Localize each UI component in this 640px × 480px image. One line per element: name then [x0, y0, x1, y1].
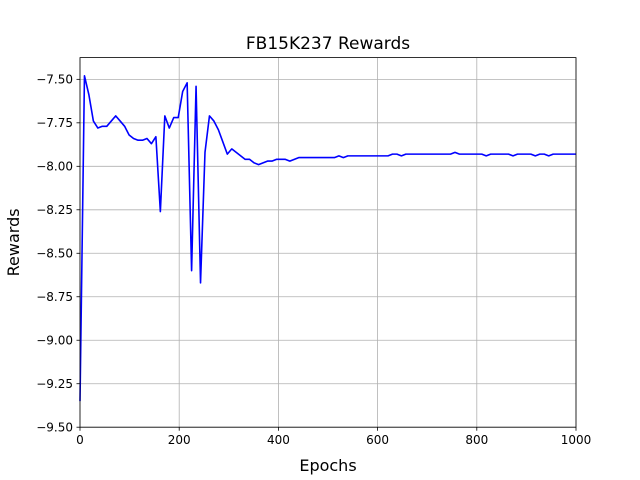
y-tick-label: −7.75 [36, 116, 73, 130]
x-tick-label: 0 [76, 433, 84, 447]
x-tick-label: 200 [168, 433, 191, 447]
grid-lines [79, 57, 577, 428]
y-tick-label: −9.00 [36, 334, 73, 348]
plot-frame [79, 57, 577, 428]
x-axis-title: Epochs [299, 456, 356, 475]
x-axis-ticks: 0 200 400 600 800 1000 [76, 427, 591, 447]
y-tick-label: −9.25 [36, 377, 73, 391]
y-tick-label: −8.50 [36, 247, 73, 261]
x-tick-label: 400 [267, 433, 290, 447]
y-tick-label: −8.25 [36, 203, 73, 217]
y-tick-label: −7.50 [36, 73, 73, 87]
y-axis-ticks: −9.50 −9.25 −9.00 −8.75 −8.50 −8.25 −8.00 −7.75… [36, 73, 80, 435]
chart-title: FB15K237 Rewards [246, 34, 410, 54]
y-tick-label: −9.50 [36, 421, 73, 435]
x-tick-label: 1000 [561, 433, 592, 447]
y-tick-label: −8.75 [36, 290, 73, 304]
x-tick-label: 600 [366, 433, 389, 447]
rewards-series-line [79, 75, 576, 402]
y-tick-label: −8.00 [36, 160, 73, 174]
series-layer [79, 75, 576, 402]
y-axis-title: Rewards [4, 208, 23, 276]
x-tick-label: 800 [465, 433, 488, 447]
